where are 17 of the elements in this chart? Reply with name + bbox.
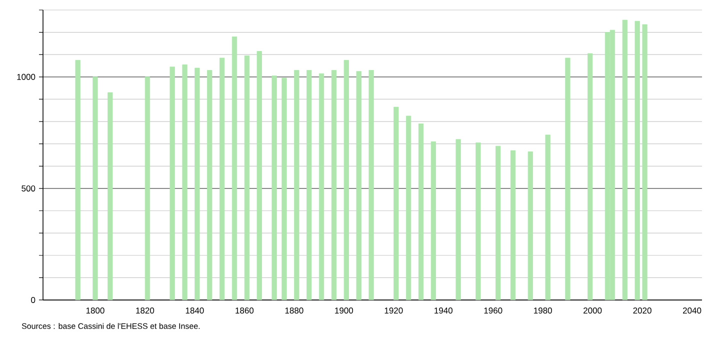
y-tick-label: 0 — [31, 296, 36, 303]
x-tick-label: 1980 — [534, 308, 552, 314]
x-tick-label: 2040 — [683, 308, 702, 314]
x-tick-label: 1880 — [285, 308, 304, 314]
y-tick-label: 500 — [22, 185, 36, 192]
x-tick-label: 1900 — [335, 308, 354, 314]
x-tick-label: 1920 — [384, 308, 403, 314]
x-tick-label: 1960 — [484, 308, 502, 314]
source-note: Sources : base Cassini de l'EHESS et base Insee. — [22, 323, 200, 329]
y-tick-label: 1000 — [17, 74, 36, 80]
x-tick-label: 2020 — [633, 308, 652, 314]
x-tick-label: 1860 — [236, 308, 254, 314]
x-tick-label: 1940 — [434, 308, 452, 314]
x-tick-label: 1820 — [136, 308, 154, 314]
x-tick-label: 2000 — [584, 308, 602, 314]
x-tick-label: 1840 — [186, 308, 204, 314]
x-tick-label: 1800 — [86, 308, 104, 314]
